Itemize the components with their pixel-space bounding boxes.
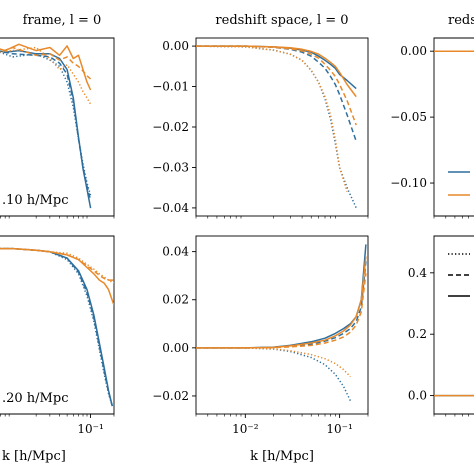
panel-2-y-tick-label: 0.00	[400, 44, 427, 58]
panel-1-y-tick-label: 0.00	[162, 39, 189, 53]
panel-5-series-1-line	[434, 394, 474, 397]
panel-1-y-tick-label: −0.03	[152, 160, 189, 174]
panel-0-series-5-line	[0, 46, 92, 105]
panel-0-series-0-line	[0, 49, 92, 209]
panel-4-x-tick-label: 10⁻¹	[326, 422, 352, 436]
panel-0-series-2-line	[0, 51, 92, 196]
axes-frame-bottom-middle	[195, 235, 369, 415]
panel-5-y-tick-label: 0.2	[408, 327, 427, 341]
x-axis-label-left: k [h/Mpc]	[2, 449, 66, 464]
panel-4-series-group	[196, 244, 367, 402]
panel-2-y-tick-label: −0.10	[390, 176, 427, 190]
panel-1-y-tick-label: −0.02	[152, 120, 189, 134]
panel-3-series-3-line	[0, 247, 114, 306]
panel-1-series-5-line	[196, 45, 348, 192]
axes-frame-top-left	[0, 37, 115, 217]
axes-frame-bottom-left	[0, 235, 115, 415]
panel-4-y-tick-label: −0.02	[152, 389, 189, 403]
panel-0-series-group	[0, 43, 92, 209]
panel-4-series-5-line	[196, 347, 351, 378]
panel-3-series-5-line	[0, 247, 114, 284]
panel-5-y-tick-label: 0.0	[408, 389, 427, 403]
panel-3-x-tick-label: 10⁻¹	[77, 422, 103, 436]
panel-2-series-group	[434, 50, 474, 52]
panel-1-series-group	[196, 45, 357, 209]
panel-4-series-1-line	[196, 261, 367, 349]
panel-4-y-tick-label: 0.02	[162, 293, 189, 307]
plot-layer: 0.00 −0.01 −0.02 −0.03 −0.04 0.00 −0.05 −0.10 10…	[0, 39, 474, 436]
panel-4-y-tick-label: 0.00	[162, 341, 189, 355]
panel-4-x-tick-label: 10⁻²	[232, 422, 259, 436]
panel-title-middle: redshift space, l = 0	[215, 13, 348, 28]
panel-1-series-3-line	[196, 45, 357, 98]
panel-2-series-1-line	[434, 50, 474, 52]
panel-4-series-2-line	[196, 347, 352, 402]
axes-frame-bottom-right	[433, 235, 474, 415]
panel-5-y-tick-label: 0.4	[408, 266, 427, 280]
panel-1-y-tick-label: −0.01	[152, 80, 189, 94]
panel-5-series-group	[434, 394, 474, 397]
panel-3-series-group	[0, 247, 114, 407]
panel-annotation-top-left: .10 h/Mpc	[2, 193, 68, 208]
panel-4-series-4-line	[196, 273, 367, 349]
panel-1-series-0-line	[196, 45, 357, 90]
panel-2-y-tick-label: −0.05	[390, 110, 427, 124]
panel-4-y-tick-label: 0.04	[162, 245, 189, 259]
panel-1-series-4-line	[196, 45, 357, 126]
x-axis-label-middle: k [h/Mpc]	[250, 449, 314, 464]
panel-title-left: frame, l = 0	[23, 13, 102, 28]
panel-0-series-4-line	[0, 46, 92, 80]
panel-1-y-tick-label: −0.04	[152, 201, 189, 215]
axes-frame-top-right	[433, 37, 474, 217]
panel-title-right: reds	[448, 13, 474, 28]
panel-annotation-bottom-left: .20 h/Mpc	[2, 391, 68, 406]
axes-frame-top-middle	[195, 37, 369, 217]
